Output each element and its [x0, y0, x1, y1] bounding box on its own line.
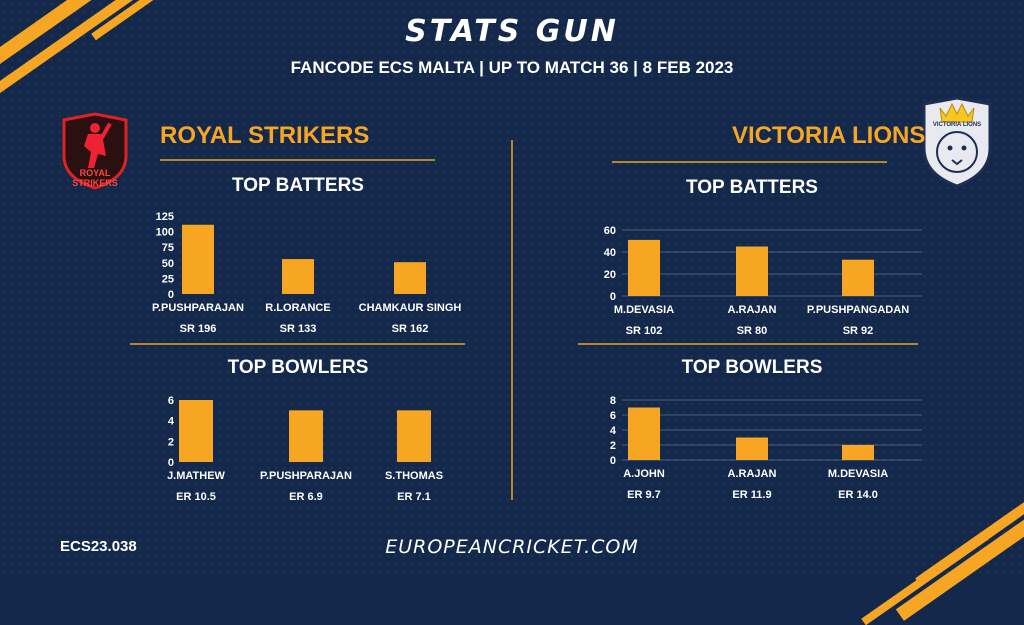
y-tick-label: 20: [604, 269, 616, 281]
footer-site: EUROPEANCRICKET.COM: [385, 536, 639, 558]
x-category-label: P.PUSHPARAJAN: [152, 302, 244, 314]
bar-r-lorance: [282, 259, 314, 294]
x-sublabel: SR 162: [392, 323, 429, 335]
team-name-right: VICTORIA LIONS: [732, 122, 926, 149]
bar-a-rajan: [736, 437, 768, 460]
chart-left-bowlers-svg: 0 2 4 6 J.MATHEW ER 10.5 P.PUSHPARAJAN ER 6.9 S.…: [167, 395, 443, 503]
y-tick-label: 8: [610, 395, 616, 407]
chart-left-batters-svg: 0 25 50 75 100 125 P.PUSHPARAJAN SR 196 R.LORANC…: [152, 211, 462, 335]
divider-left-mid: [130, 343, 465, 345]
y-tick-label: 60: [604, 225, 616, 237]
footer-code: ECS23.038: [60, 538, 137, 555]
right-bowlers-title: TOP BOWLERS: [681, 357, 823, 378]
x-sublabel: ER 11.9: [732, 489, 771, 501]
x-category-label: CHAMKAUR SINGH: [359, 302, 462, 314]
bar-a-rajan: [736, 246, 768, 296]
x-category-label: J.MATHEW: [167, 470, 225, 482]
divider-right-mid: [578, 343, 918, 345]
chart-right-bowlers: 0 2 4 6 8 A.JOHN ER 9.7 A.RAJAN ER 11.9 M.DEVASIA…: [592, 386, 932, 516]
y-tick-label: 40: [604, 247, 616, 259]
x-sublabel: SR 102: [626, 325, 663, 337]
chart-right-batters-svg: 0 20 40 60 M.DEVASIA SR 102 A.RAJAN SR 80 P.PUSH…: [604, 225, 922, 337]
bar-m-devasia: [628, 239, 660, 296]
y-tick-label: 2: [168, 436, 174, 448]
x-sublabel: SR 133: [280, 323, 317, 335]
chart-right-batters: 0 20 40 60 M.DEVASIA SR 102 A.RAJAN SR 80 P.PUSH…: [592, 218, 932, 348]
chart-left-batters: 0 25 50 75 100 125 P.PUSHPARAJAN SR 196 R.LORANC…: [140, 200, 480, 345]
y-tick-label: 4: [610, 425, 617, 437]
bar-s-thomas: [397, 410, 431, 462]
x-sublabel: SR 196: [180, 323, 217, 335]
bar-p-pushpangadan: [842, 259, 874, 296]
bar-j-mathew: [179, 400, 213, 462]
bar-chamkaur-singh: [394, 262, 426, 294]
y-tick-label: 0: [610, 291, 616, 303]
y-tick-label: 25: [162, 273, 174, 285]
chart-left-bowlers: 0 2 4 6 J.MATHEW ER 10.5 P.PUSHPARAJAN ER 6.9 S.…: [140, 388, 480, 518]
y-tick-label: 125: [156, 211, 174, 223]
bar-p-pushparajan: [182, 224, 214, 294]
y-tick-label: 0: [168, 289, 174, 301]
bar-p-pushparajan: [289, 410, 323, 462]
victoria-lions-logo-text: VICTORIA LIONS: [932, 122, 982, 128]
y-tick-label: 50: [162, 258, 174, 270]
x-category-label: M.DEVASIA: [614, 304, 674, 316]
x-sublabel: ER 14.0: [838, 489, 878, 501]
y-tick-label: 100: [156, 227, 174, 239]
x-sublabel: ER 7.1: [397, 491, 431, 503]
x-category-label: A.RAJAN: [728, 304, 777, 316]
x-category-label: S.THOMAS: [385, 470, 443, 482]
x-category-label: A.JOHN: [623, 468, 665, 480]
y-tick-label: 6: [610, 410, 616, 422]
y-tick-label: 4: [168, 416, 175, 428]
x-category-label: M.DEVASIA: [828, 468, 888, 480]
bar-a-john: [628, 407, 660, 460]
x-sublabel: SR 92: [843, 325, 874, 337]
y-tick-label: 0: [610, 455, 616, 467]
team-name-left: ROYAL STRIKERS: [160, 122, 370, 149]
divider-left-top: [160, 159, 435, 161]
x-category-label: A.RAJAN: [728, 468, 777, 480]
page-subtitle: FANCODE ECS MALTA | UP TO MATCH 36 | 8 F…: [290, 58, 734, 77]
x-sublabel: ER 6.9: [289, 491, 323, 503]
x-sublabel: ER 9.7: [627, 489, 661, 501]
y-tick-label: 0: [168, 457, 174, 469]
center-divider: [511, 140, 513, 500]
y-tick-label: 2: [610, 440, 616, 452]
right-batters-title: TOP BATTERS: [686, 177, 818, 198]
royal-strikers-logo: ROYAL STRIKERS: [58, 112, 132, 195]
bar-m-devasia: [842, 445, 874, 460]
x-category-label: P.PUSHPARAJAN: [260, 470, 352, 482]
chart-right-bowlers-svg: 0 2 4 6 8 A.JOHN ER 9.7 A.RAJAN ER 11.9 M.DEVASIA…: [610, 395, 922, 501]
left-batters-title: TOP BATTERS: [232, 175, 364, 196]
royal-strikers-logo-text: ROYAL STRIKERS: [72, 168, 118, 188]
left-bowlers-title: TOP BOWLERS: [227, 357, 369, 378]
y-tick-label: 75: [162, 242, 174, 254]
x-category-label: R.LORANCE: [265, 302, 330, 314]
divider-right-top: [612, 161, 887, 163]
x-sublabel: SR 80: [737, 325, 768, 337]
y-tick-label: 6: [168, 395, 174, 407]
x-category-label: P.PUSHPANGADAN: [807, 304, 909, 316]
x-sublabel: ER 10.5: [176, 491, 216, 503]
page-title: STATS GUN: [405, 14, 619, 49]
victoria-lions-logo: VICTORIA LIONS: [920, 96, 994, 193]
